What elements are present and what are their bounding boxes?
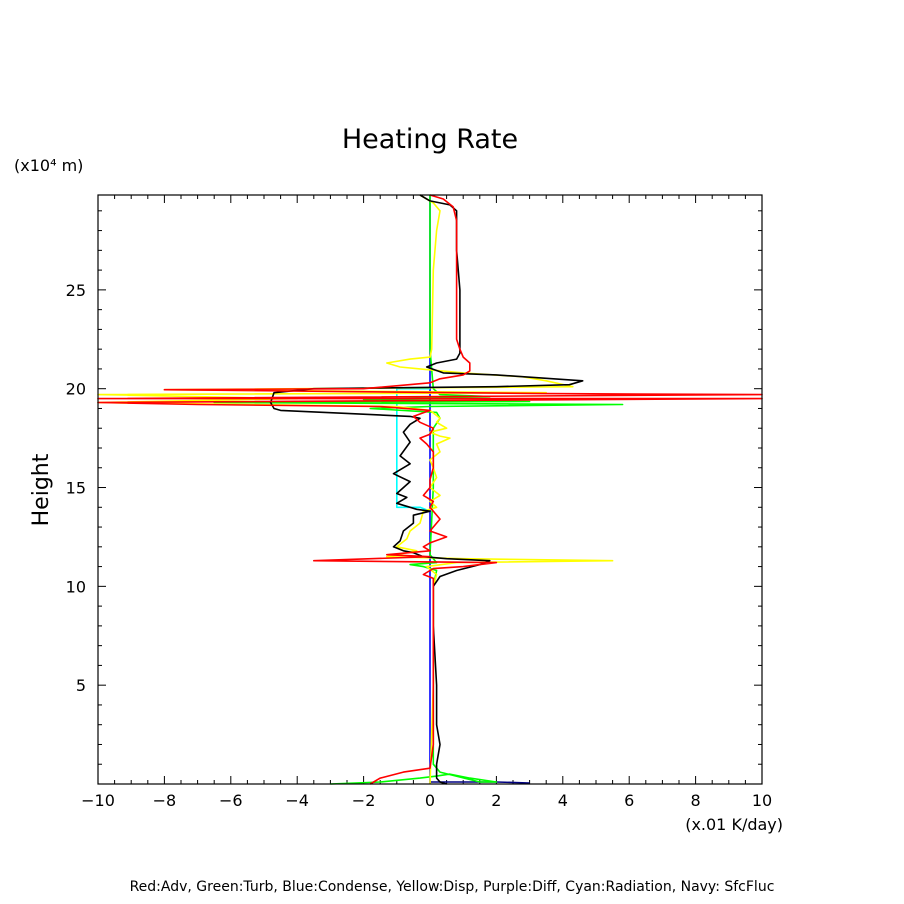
x-tick-label: 2 (491, 791, 501, 810)
y-tick-label: 15 (66, 479, 86, 498)
plot-frame (97, 194, 763, 785)
y-tick-label: 25 (66, 281, 86, 300)
x-tick-label: 6 (624, 791, 634, 810)
x-tick-label: 0 (425, 791, 435, 810)
x-tick-label: −8 (153, 791, 177, 810)
series-line-5 (269, 194, 584, 785)
x-tick-label: −4 (285, 791, 309, 810)
x-tick-label: 8 (691, 791, 701, 810)
y-axis-label: Height (29, 453, 54, 526)
x-tick-label: −2 (352, 791, 376, 810)
x-tick-label: 4 (558, 791, 568, 810)
footnote-legend: Red:Adv, Green:Turb, Blue:Condense, Yell… (130, 879, 775, 895)
y-axis-unit: (x10⁴ m) (14, 156, 83, 175)
x-axis-unit: (x.01 K/day) (685, 815, 783, 834)
chart-title: Heating Rate (342, 124, 518, 155)
series-layer (97, 194, 763, 785)
x-tick-label: −6 (219, 791, 243, 810)
y-tick-label: 5 (76, 676, 86, 695)
axis-ticks: −10 −8 −6 −4 −2 0 2 4 6 8 10 5 10 15 20 25 (66, 195, 772, 810)
series-line-4 (97, 194, 614, 785)
y-tick-label: 10 (66, 577, 86, 596)
y-tick-label: 20 (66, 380, 86, 399)
x-tick-label: 10 (752, 791, 772, 810)
x-tick-label: −10 (81, 791, 115, 810)
series-line-6 (97, 194, 763, 785)
series-line-3 (213, 195, 624, 785)
